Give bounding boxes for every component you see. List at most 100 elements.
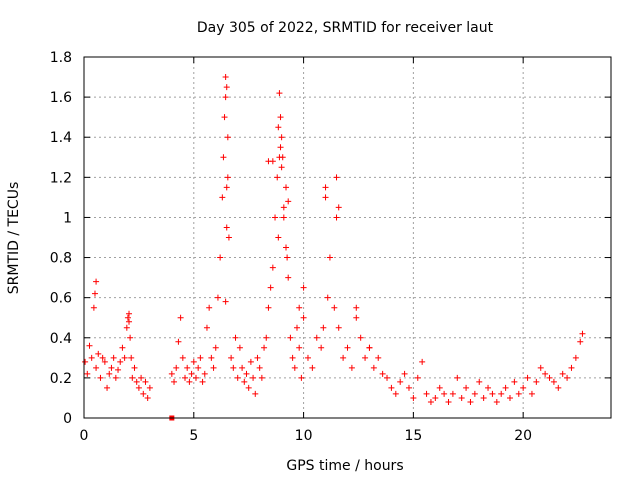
- data-point: [577, 338, 584, 345]
- data-point: [195, 364, 202, 371]
- data-point: [298, 374, 305, 381]
- data-point: [476, 378, 483, 385]
- y-tick-label: 0.8: [50, 251, 72, 267]
- data-point: [506, 394, 513, 401]
- x-tick-label: 0: [80, 428, 89, 444]
- data-point: [214, 294, 221, 301]
- data-point: [210, 364, 217, 371]
- data-point: [471, 390, 478, 397]
- data-point: [370, 364, 377, 371]
- data-point: [284, 254, 291, 261]
- data-point: [142, 378, 149, 385]
- data-point: [485, 384, 492, 391]
- data-point: [239, 364, 246, 371]
- data-point: [427, 398, 434, 405]
- data-point: [296, 344, 303, 351]
- chart-title: Day 305 of 2022, SRMTID for receiver lau…: [197, 20, 494, 36]
- data-point: [480, 394, 487, 401]
- data-point: [515, 390, 522, 397]
- y-tick-label: 1: [63, 210, 72, 226]
- data-point: [138, 374, 145, 381]
- data-point: [267, 284, 274, 291]
- data-point: [335, 204, 342, 211]
- data-point: [177, 314, 184, 321]
- data-point: [280, 214, 287, 221]
- data-point: [550, 378, 557, 385]
- data-point: [331, 304, 338, 311]
- data-point: [168, 370, 175, 377]
- data-point: [304, 354, 311, 361]
- data-point: [432, 394, 439, 401]
- data-point: [520, 384, 527, 391]
- data-point: [222, 94, 229, 101]
- y-tick-label: 1.8: [50, 50, 72, 66]
- data-point: [436, 384, 443, 391]
- data-point: [228, 354, 235, 361]
- data-point: [192, 374, 199, 381]
- data-point: [572, 354, 579, 361]
- data-points: [82, 74, 586, 421]
- data-point: [564, 374, 571, 381]
- data-point: [463, 384, 470, 391]
- x-tick-label: 10: [295, 428, 313, 444]
- data-point: [86, 342, 93, 349]
- data-point: [309, 364, 316, 371]
- y-tick-label: 0.6: [50, 291, 72, 307]
- data-point: [344, 344, 351, 351]
- data-point: [225, 234, 232, 241]
- data-point: [179, 354, 186, 361]
- data-point: [123, 324, 130, 331]
- data-point: [223, 184, 230, 191]
- data-point: [405, 384, 412, 391]
- data-point: [88, 354, 95, 361]
- data-point: [247, 358, 254, 365]
- data-point: [287, 334, 294, 341]
- data-point: [250, 374, 257, 381]
- data-point: [124, 314, 131, 321]
- x-tick-label: 15: [404, 428, 422, 444]
- data-point: [144, 394, 151, 401]
- data-point: [206, 304, 213, 311]
- data-point: [537, 364, 544, 371]
- y-tick-label: 1.6: [50, 90, 72, 106]
- data-point: [274, 174, 281, 181]
- data-point: [511, 378, 518, 385]
- data-point: [269, 264, 276, 271]
- data-point: [348, 364, 355, 371]
- data-point: [291, 364, 298, 371]
- data-point: [222, 298, 229, 305]
- data-point: [121, 354, 128, 361]
- data-point: [333, 174, 340, 181]
- data-point: [322, 184, 329, 191]
- data-point: [362, 354, 369, 361]
- data-point: [293, 324, 300, 331]
- plot-frame: [83, 56, 612, 419]
- data-point: [333, 214, 340, 221]
- data-point: [104, 384, 111, 391]
- data-point: [272, 214, 279, 221]
- y-tick-label: 0.4: [50, 331, 72, 347]
- data-point: [243, 370, 250, 377]
- data-point: [555, 384, 562, 391]
- data-point: [353, 304, 360, 311]
- data-point: [445, 398, 452, 405]
- data-point: [190, 358, 197, 365]
- data-point: [493, 398, 500, 405]
- data-point: [199, 378, 206, 385]
- data-point: [285, 274, 292, 281]
- data-point: [140, 390, 147, 397]
- data-point: [454, 374, 461, 381]
- data-point: [366, 344, 373, 351]
- data-point: [133, 378, 140, 385]
- data-point: [258, 374, 265, 381]
- data-point: [318, 344, 325, 351]
- data-point: [135, 384, 142, 391]
- data-point: [188, 370, 195, 377]
- y-tick-label: 1.4: [50, 130, 72, 146]
- data-point: [126, 310, 133, 317]
- data-point: [502, 384, 509, 391]
- data-point: [128, 354, 135, 361]
- data-point: [276, 90, 283, 97]
- data-point: [230, 364, 237, 371]
- data-point: [221, 114, 228, 121]
